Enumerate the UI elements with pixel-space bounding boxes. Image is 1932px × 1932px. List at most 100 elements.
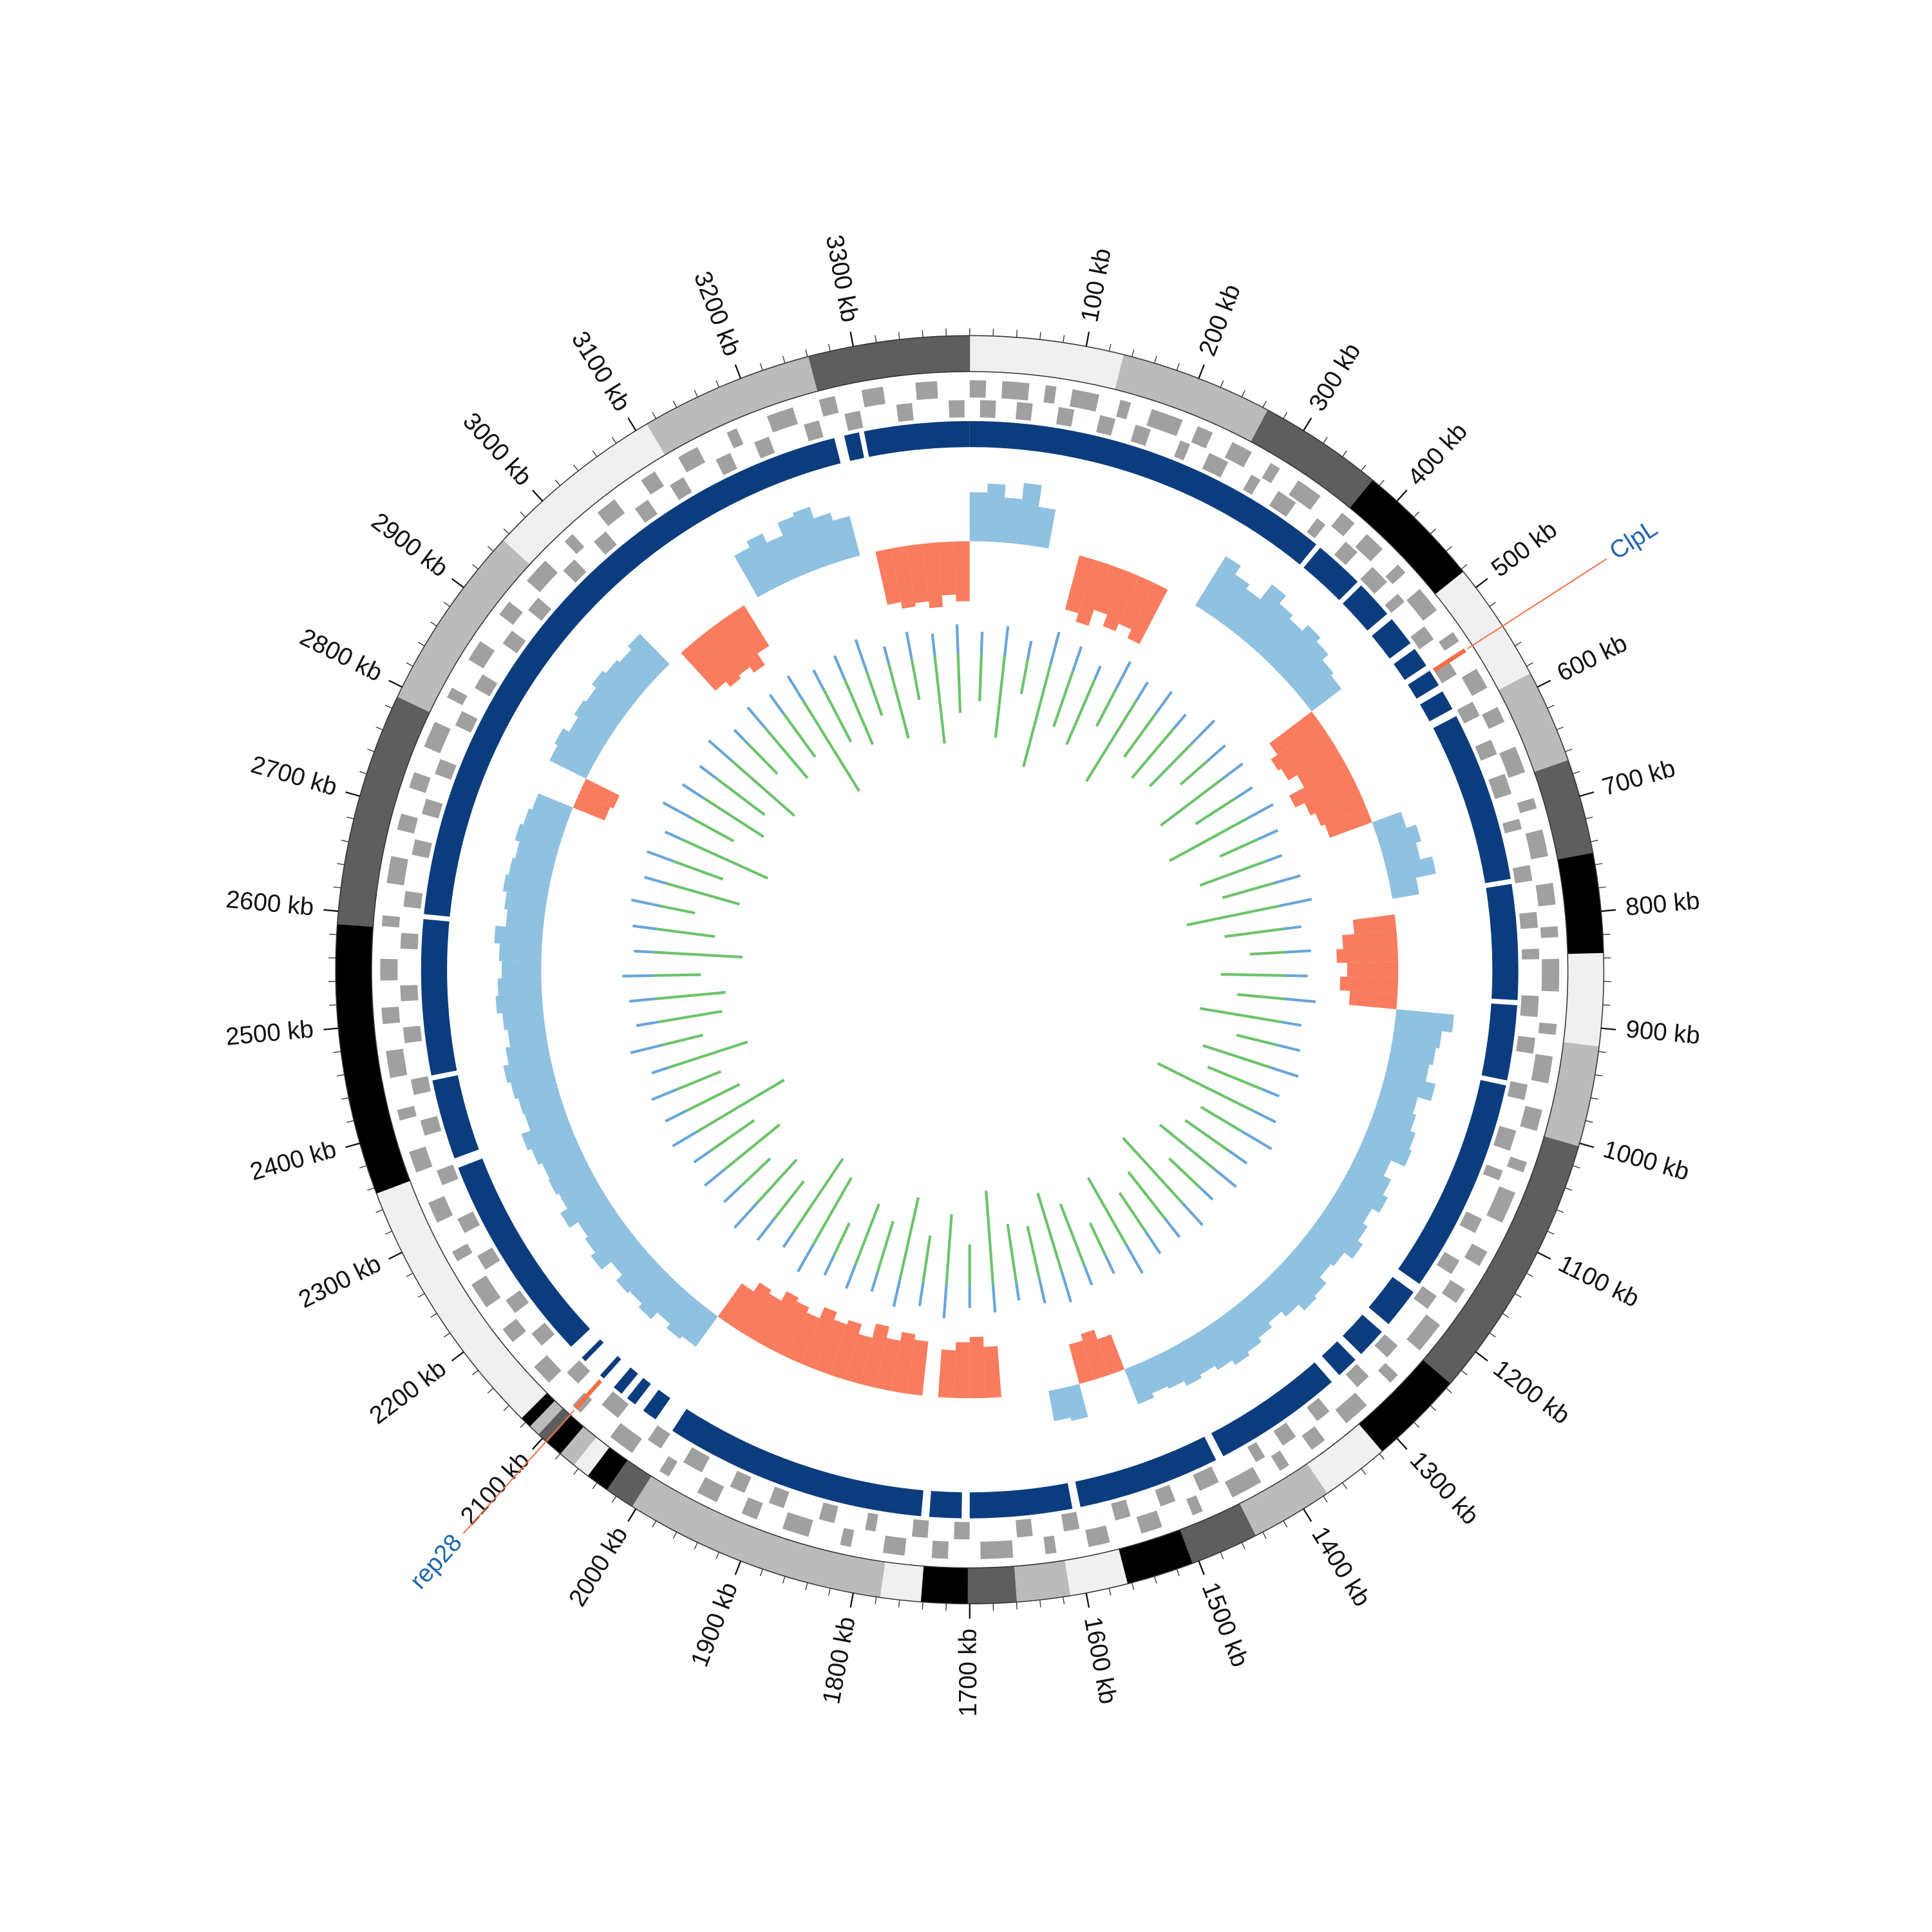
minor-tick (520, 1421, 526, 1428)
gene (1441, 1280, 1466, 1303)
gene (683, 1447, 710, 1473)
skew-bar (578, 1202, 619, 1237)
profile-spike (1283, 997, 1316, 1003)
tick-label: 1800 kb (817, 1615, 860, 1706)
profile-spike (692, 817, 735, 842)
gene (1520, 1106, 1542, 1132)
profile-spike (1186, 904, 1280, 927)
gene (527, 560, 558, 592)
gene (931, 1540, 949, 1559)
minor-tick (1585, 817, 1593, 820)
minor-tick (384, 1231, 393, 1235)
minor-tick (1585, 1120, 1593, 1123)
gene (593, 531, 617, 555)
gene (954, 1522, 970, 1540)
profile-spike (768, 694, 786, 715)
skew-bar (1234, 1296, 1273, 1338)
profile-spike (1157, 1062, 1253, 1112)
skew-bar (1234, 584, 1287, 643)
synteny-block (1368, 1276, 1414, 1325)
gene (1096, 415, 1116, 436)
gene (502, 630, 526, 654)
minor-tick (337, 1074, 345, 1077)
tick-label: 3100 kb (566, 327, 636, 416)
profile-spike (699, 764, 719, 781)
skew-bar (591, 1227, 638, 1270)
major-tick (388, 679, 402, 688)
gene (1439, 632, 1459, 651)
profile-spike (651, 1066, 670, 1075)
gene (1385, 564, 1406, 585)
skew-bar (638, 1275, 681, 1320)
profile-spike (1236, 1034, 1277, 1046)
minor-tick (384, 705, 393, 709)
skew-bar (1208, 574, 1250, 623)
profile-spike (1065, 679, 1096, 745)
gene (1243, 474, 1261, 495)
major-tick (532, 489, 544, 502)
minor-tick (554, 1453, 561, 1460)
gene (1345, 1363, 1369, 1387)
gene (1475, 739, 1497, 761)
gene (782, 1512, 813, 1537)
synteny-block (1398, 1079, 1506, 1284)
gene (1130, 424, 1151, 446)
minor-tick (611, 437, 617, 444)
skew-bar (1302, 675, 1342, 712)
gene (844, 410, 864, 431)
profile-spike (980, 632, 984, 654)
gene (1502, 819, 1522, 834)
ideogram-band (1064, 1548, 1128, 1596)
gene (499, 601, 523, 625)
skew-bar (891, 545, 916, 609)
skew-bar (985, 483, 1006, 543)
skew-bar (1195, 556, 1241, 614)
ideogram-band (337, 696, 431, 927)
skew-bar (844, 1334, 873, 1385)
profile-spike (1144, 1231, 1162, 1255)
skew-bar (705, 623, 750, 676)
minor-tick (805, 1582, 808, 1590)
gene (1146, 409, 1183, 437)
minor-tick (1595, 1074, 1603, 1077)
major-tick (388, 1251, 402, 1260)
gene (531, 1322, 555, 1346)
gene (670, 477, 692, 500)
gene (381, 1007, 401, 1025)
minor-tick (1590, 1097, 1598, 1100)
skew-bar (569, 717, 610, 752)
skew-bar (1064, 551, 1080, 556)
gene (1061, 1511, 1080, 1532)
profile-spike (854, 1203, 880, 1265)
gene (969, 380, 987, 398)
tick-label: 2100 kb (455, 1446, 535, 1530)
skew-bar (1311, 1215, 1363, 1259)
profile-spike (1237, 993, 1285, 1001)
minor-tick (341, 840, 349, 842)
skew-bar (1346, 1160, 1392, 1195)
profile-spike (665, 1109, 688, 1122)
profile-spike (845, 1264, 857, 1289)
tick-label: 1300 kb (1405, 1446, 1484, 1530)
skew-bar (906, 544, 929, 603)
profile-spike (1006, 1224, 1018, 1283)
skew-bar (1246, 603, 1293, 654)
profile-spike (1118, 1192, 1147, 1233)
gene (861, 386, 886, 408)
profile-spike (1122, 713, 1157, 758)
tick-label: 1400 kb (1306, 1522, 1376, 1611)
profile-spike (1085, 700, 1137, 782)
gene (455, 711, 478, 733)
skew-bar (508, 857, 554, 884)
minor-tick (875, 335, 877, 343)
tick-label: 2200 kb (365, 1354, 451, 1430)
minor-tick (430, 1312, 437, 1318)
minor-tick (1361, 1468, 1367, 1475)
minor-tick (1262, 1531, 1267, 1539)
skew-bar (1329, 1188, 1372, 1224)
skew-bar (1103, 570, 1139, 632)
major-tick (1579, 791, 1595, 797)
skew-bar (829, 1320, 862, 1380)
skew-bar (1127, 582, 1168, 645)
minor-tick (672, 401, 677, 408)
